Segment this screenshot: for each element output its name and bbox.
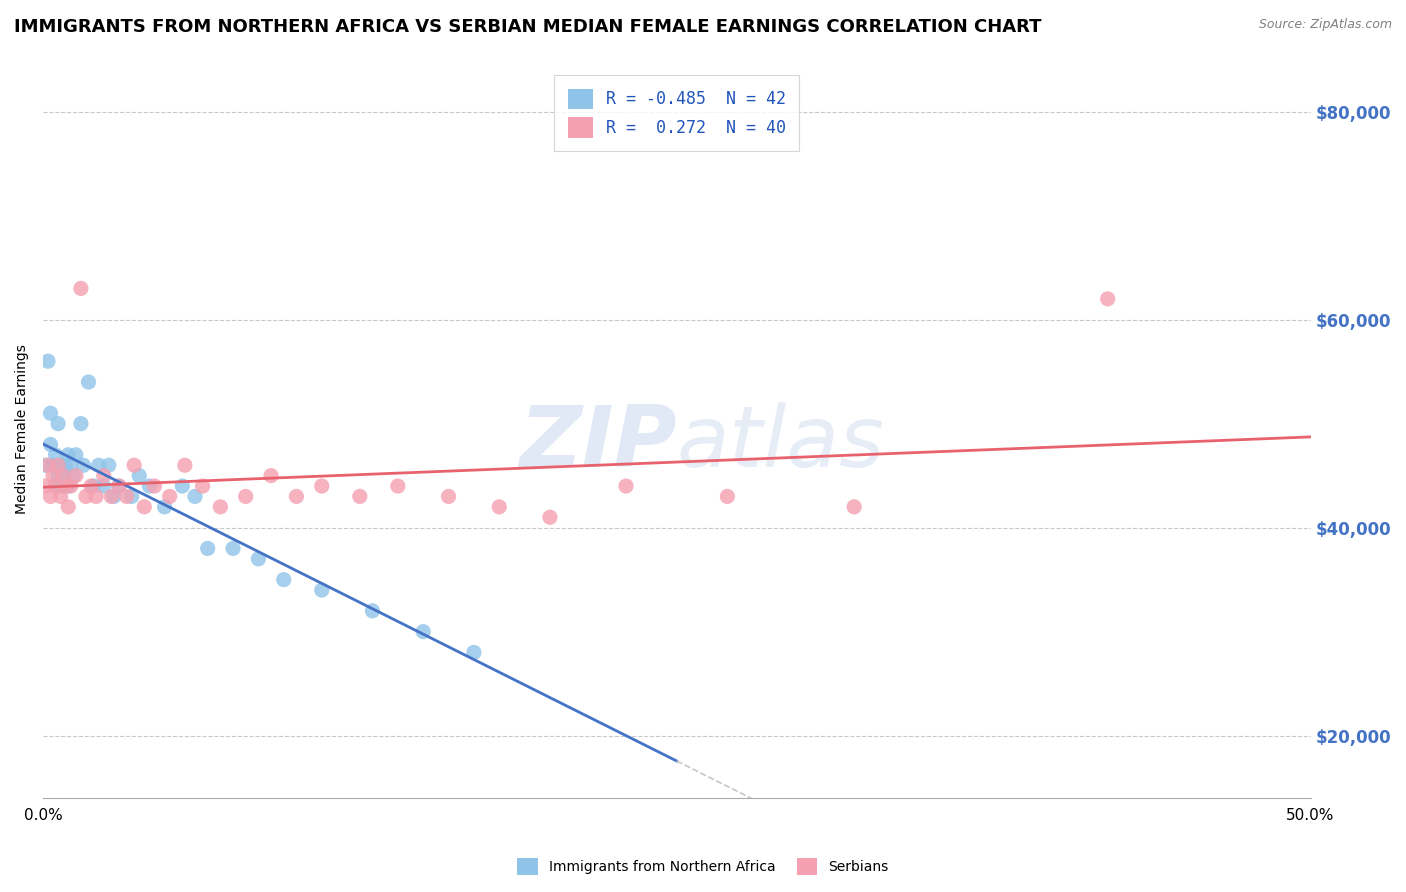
Point: [716, 490, 738, 504]
Point: [45, 448, 67, 462]
Point: [1097, 292, 1119, 306]
Y-axis label: Median Female Earnings: Median Female Earnings: [15, 344, 30, 514]
Point: [173, 458, 195, 473]
Point: [72, 458, 94, 473]
Point: [59, 479, 82, 493]
Point: [37, 458, 59, 473]
Point: [42, 458, 65, 473]
Point: [46, 417, 69, 431]
Point: [49, 479, 72, 493]
Point: [121, 490, 143, 504]
Point: [235, 490, 257, 504]
Point: [52, 468, 75, 483]
Point: [70, 417, 93, 431]
Point: [58, 500, 80, 514]
Point: [58, 479, 80, 493]
Point: [115, 490, 138, 504]
Point: [361, 604, 384, 618]
Point: [197, 541, 219, 556]
Point: [77, 375, 100, 389]
Point: [83, 479, 105, 493]
Text: ZIP: ZIP: [519, 402, 676, 485]
Point: [614, 479, 637, 493]
Point: [49, 458, 72, 473]
Point: [65, 448, 87, 462]
Point: [52, 468, 75, 483]
Point: [55, 479, 77, 493]
Point: [134, 500, 156, 514]
Point: [412, 624, 434, 639]
Point: [62, 468, 84, 483]
Point: [538, 510, 561, 524]
Point: [128, 468, 150, 483]
Point: [45, 479, 67, 493]
Point: [87, 458, 110, 473]
Point: [349, 490, 371, 504]
Point: [65, 468, 87, 483]
Point: [58, 448, 80, 462]
Point: [191, 479, 214, 493]
Point: [184, 490, 207, 504]
Point: [49, 490, 72, 504]
Point: [222, 541, 245, 556]
Point: [387, 479, 409, 493]
Point: [108, 479, 131, 493]
Point: [143, 479, 166, 493]
Point: [75, 490, 97, 504]
Point: [138, 479, 160, 493]
Point: [93, 479, 115, 493]
Point: [93, 468, 115, 483]
Text: IMMIGRANTS FROM NORTHERN AFRICA VS SERBIAN MEDIAN FEMALE EARNINGS CORRELATION CH: IMMIGRANTS FROM NORTHERN AFRICA VS SERBI…: [14, 18, 1042, 36]
Point: [70, 281, 93, 295]
Point: [55, 458, 77, 473]
Point: [844, 500, 866, 514]
Point: [39, 437, 62, 451]
Point: [52, 479, 75, 493]
Point: [59, 458, 82, 473]
Point: [273, 573, 295, 587]
Point: [172, 479, 194, 493]
Point: [34, 458, 56, 473]
Point: [100, 490, 122, 504]
Point: [103, 490, 125, 504]
Point: [122, 458, 145, 473]
Point: [488, 500, 510, 514]
Point: [463, 645, 485, 659]
Point: [311, 582, 333, 597]
Point: [34, 479, 56, 493]
Text: Source: ZipAtlas.com: Source: ZipAtlas.com: [1258, 18, 1392, 31]
Point: [97, 458, 120, 473]
Point: [153, 500, 176, 514]
Point: [80, 479, 103, 493]
Point: [437, 490, 460, 504]
Point: [108, 479, 131, 493]
Point: [209, 500, 232, 514]
Point: [159, 490, 181, 504]
Point: [260, 468, 283, 483]
Point: [39, 406, 62, 420]
Point: [37, 354, 59, 368]
Point: [42, 468, 65, 483]
Point: [247, 552, 270, 566]
Legend: Immigrants from Northern Africa, Serbians: Immigrants from Northern Africa, Serbian…: [512, 853, 894, 880]
Point: [45, 479, 67, 493]
Point: [84, 490, 107, 504]
Point: [46, 468, 69, 483]
Point: [311, 479, 333, 493]
Point: [285, 490, 308, 504]
Legend: R = -0.485  N = 42, R =  0.272  N = 40: R = -0.485 N = 42, R = 0.272 N = 40: [554, 75, 799, 151]
Point: [39, 490, 62, 504]
Text: atlas: atlas: [676, 402, 884, 485]
Point: [46, 458, 69, 473]
